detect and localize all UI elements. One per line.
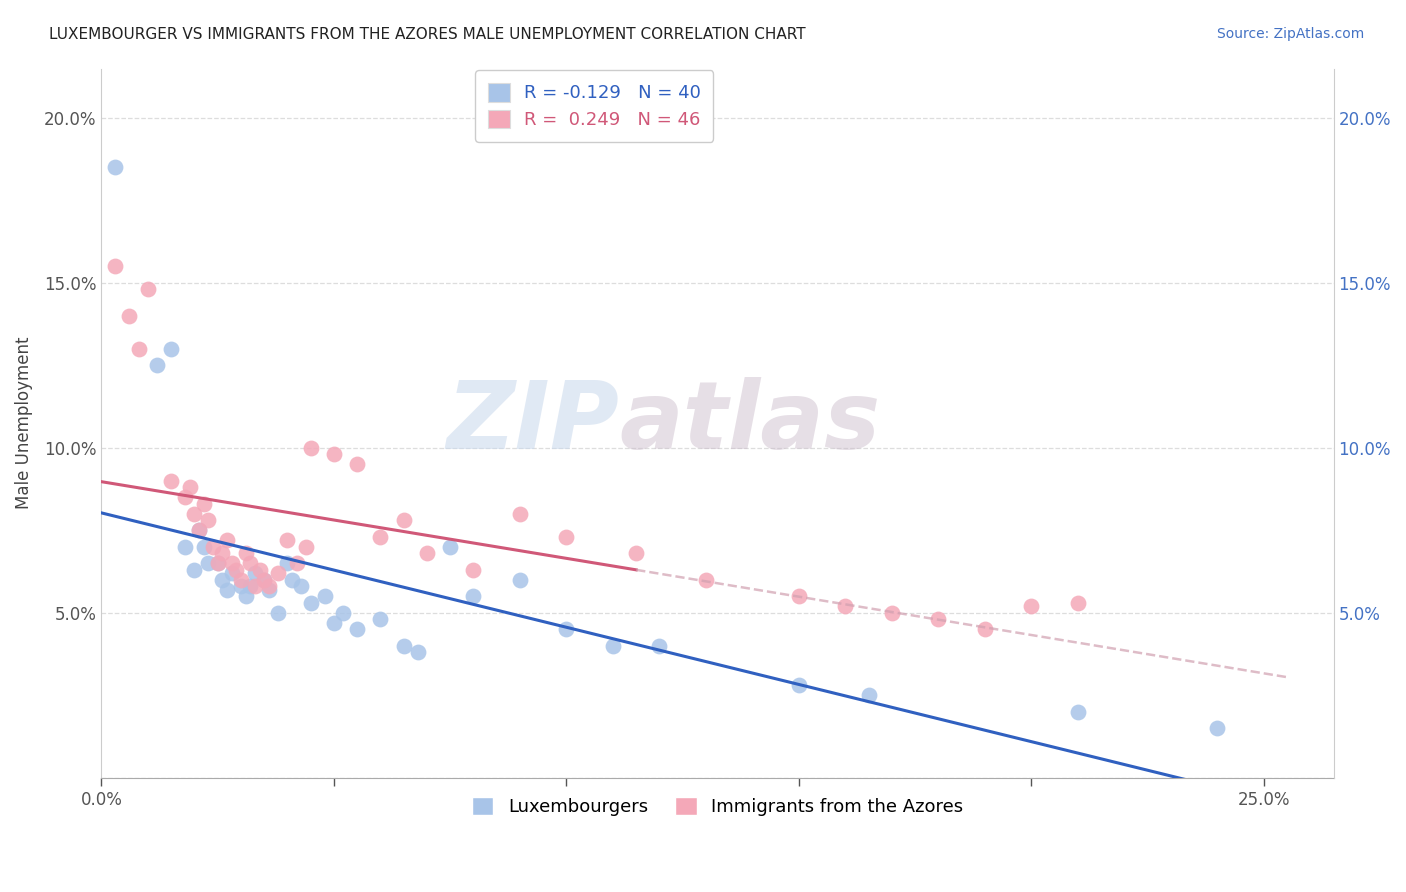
Point — [183, 507, 205, 521]
Point — [229, 579, 252, 593]
Point — [392, 639, 415, 653]
Point — [323, 615, 346, 630]
Point — [257, 582, 280, 597]
Point — [249, 563, 271, 577]
Point — [202, 540, 225, 554]
Point — [346, 622, 368, 636]
Point — [104, 260, 127, 274]
Point — [160, 342, 183, 356]
Point — [787, 589, 810, 603]
Point — [314, 589, 336, 603]
Text: LUXEMBOURGER VS IMMIGRANTS FROM THE AZORES MALE UNEMPLOYMENT CORRELATION CHART: LUXEMBOURGER VS IMMIGRANTS FROM THE AZOR… — [49, 27, 806, 42]
Point — [346, 457, 368, 471]
Point — [370, 612, 392, 626]
Point — [215, 533, 238, 548]
Point — [555, 530, 578, 544]
Point — [290, 579, 312, 593]
Point — [179, 480, 201, 494]
Point — [648, 639, 671, 653]
Point — [221, 556, 243, 570]
Point — [104, 161, 127, 175]
Point — [239, 579, 262, 593]
Point — [193, 540, 215, 554]
Point — [624, 546, 647, 560]
Point — [239, 556, 262, 570]
Point — [188, 523, 211, 537]
Text: atlas: atlas — [619, 377, 880, 469]
Point — [858, 688, 880, 702]
Point — [197, 556, 219, 570]
Point — [267, 566, 290, 580]
Point — [463, 589, 485, 603]
Point — [235, 589, 257, 603]
Point — [188, 523, 211, 537]
Point — [787, 678, 810, 692]
Point — [602, 639, 624, 653]
Point — [1021, 599, 1043, 613]
Point — [1067, 596, 1090, 610]
Point — [281, 573, 304, 587]
Point — [243, 579, 266, 593]
Y-axis label: Male Unemployment: Male Unemployment — [15, 337, 32, 509]
Point — [509, 507, 531, 521]
Point — [276, 533, 298, 548]
Point — [463, 563, 485, 577]
Point — [118, 309, 141, 323]
Point — [207, 556, 229, 570]
Point — [927, 612, 949, 626]
Point — [128, 342, 150, 356]
Point — [136, 283, 159, 297]
Point — [207, 556, 229, 570]
Point — [370, 530, 392, 544]
Point — [276, 556, 298, 570]
Point — [1067, 705, 1090, 719]
Legend: Luxembourgers, Immigrants from the Azores: Luxembourgers, Immigrants from the Azore… — [463, 788, 973, 825]
Text: Source: ZipAtlas.com: Source: ZipAtlas.com — [1216, 27, 1364, 41]
Point — [555, 622, 578, 636]
Point — [509, 573, 531, 587]
Point — [834, 599, 856, 613]
Point — [332, 606, 354, 620]
Point — [253, 573, 276, 587]
Point — [225, 563, 247, 577]
Point — [146, 359, 169, 373]
Point — [211, 546, 233, 560]
Point — [243, 566, 266, 580]
Point — [299, 441, 322, 455]
Point — [257, 579, 280, 593]
Point — [392, 513, 415, 527]
Point — [174, 490, 197, 504]
Point — [183, 563, 205, 577]
Point — [174, 540, 197, 554]
Point — [235, 546, 257, 560]
Point — [299, 596, 322, 610]
Point — [211, 573, 233, 587]
Point — [160, 474, 183, 488]
Point — [974, 622, 997, 636]
Point — [880, 606, 903, 620]
Point — [267, 606, 290, 620]
Point — [197, 513, 219, 527]
Point — [1206, 721, 1229, 735]
Text: ZIP: ZIP — [446, 377, 619, 469]
Point — [416, 546, 439, 560]
Point — [253, 573, 276, 587]
Point — [193, 497, 215, 511]
Point — [406, 645, 429, 659]
Point — [439, 540, 461, 554]
Point — [229, 573, 252, 587]
Point — [323, 447, 346, 461]
Point — [215, 582, 238, 597]
Point — [695, 573, 717, 587]
Point — [221, 566, 243, 580]
Point — [295, 540, 318, 554]
Point — [285, 556, 308, 570]
